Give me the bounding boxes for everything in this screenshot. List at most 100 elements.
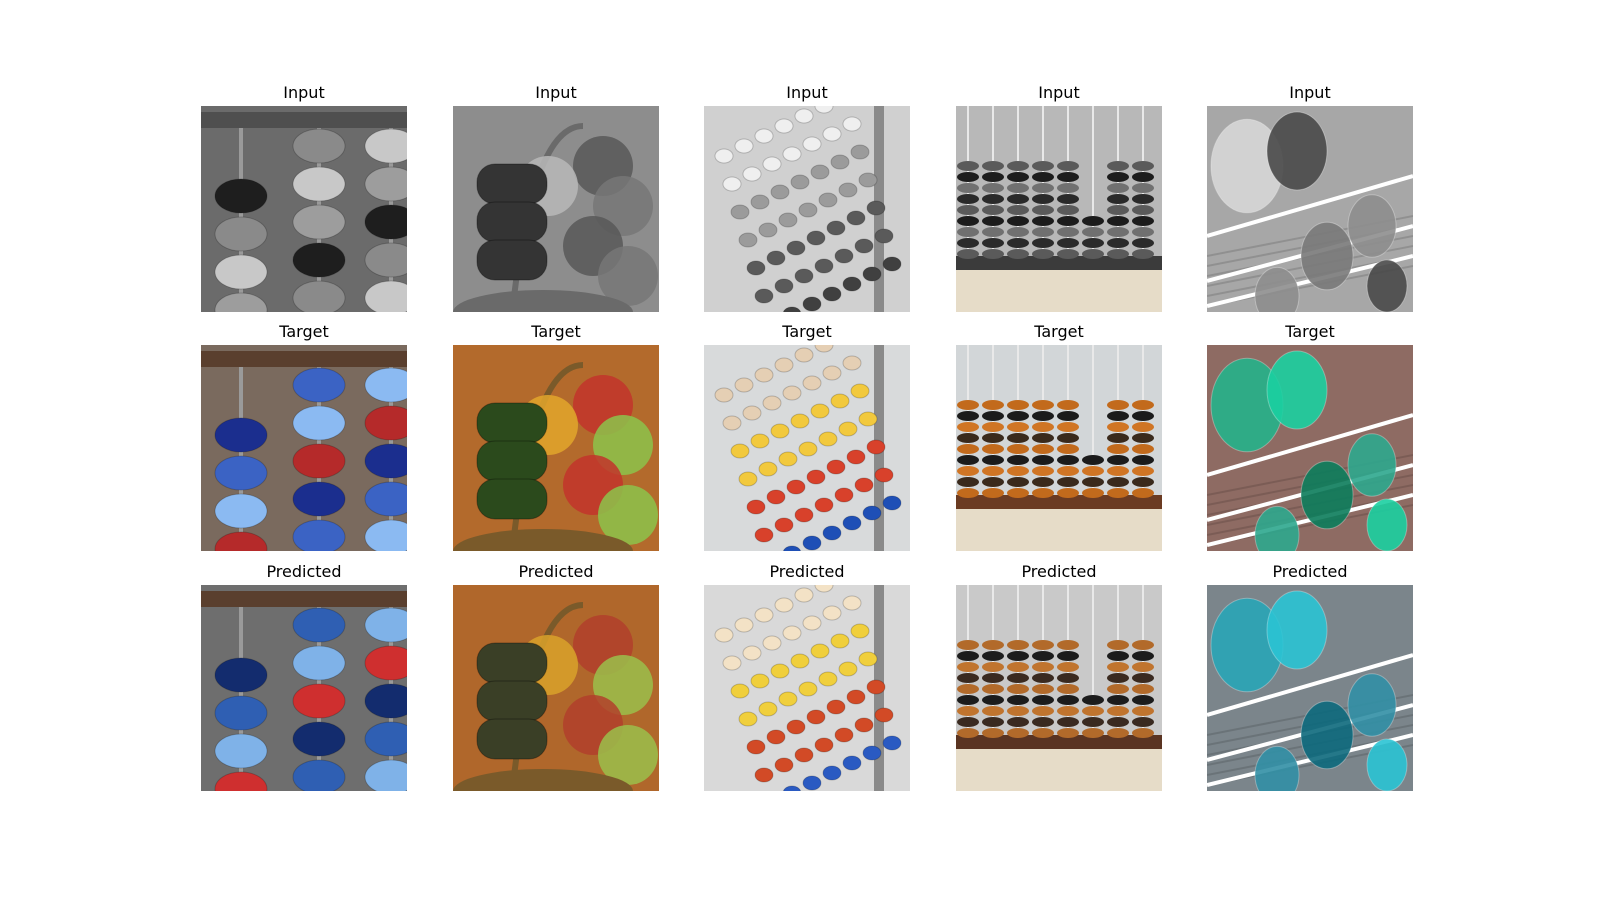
abacus-bead	[1254, 266, 1300, 312]
abacus-bead	[1032, 400, 1054, 410]
abacus-bead	[982, 227, 1004, 237]
abacus-bead	[1032, 488, 1054, 498]
abacus-bead	[957, 161, 979, 171]
abacus-bead	[364, 166, 407, 202]
abacus-bead	[814, 585, 834, 593]
abacus-bead	[214, 417, 268, 453]
abacus-bead	[292, 405, 346, 441]
abacus-bead	[842, 515, 862, 531]
abacus-rail	[201, 112, 407, 128]
abacus-bead	[882, 735, 902, 751]
abacus-bead	[1032, 172, 1054, 182]
abacus-bead	[957, 227, 979, 237]
abacus-bead	[214, 771, 268, 791]
abacus-bead	[214, 178, 268, 214]
abacus-bead	[1107, 728, 1129, 738]
abacus-bead	[982, 444, 1004, 454]
abacus-bead	[957, 183, 979, 193]
abacus-bead	[778, 212, 798, 228]
abacus-bead	[834, 727, 854, 743]
abacus-bead	[1032, 651, 1054, 661]
abacus-bead	[1057, 183, 1079, 193]
abacus-bead	[842, 755, 862, 771]
abacus-bead	[754, 288, 774, 304]
abacus-bead	[957, 684, 979, 694]
abacus-bead	[214, 733, 268, 769]
abacus-bead	[1366, 738, 1408, 791]
abacus-bead	[957, 194, 979, 204]
abacus-bead	[1032, 695, 1054, 705]
abacus-bead	[957, 488, 979, 498]
abacus-bead	[1132, 238, 1154, 248]
abacus-bead	[982, 651, 1004, 661]
input-image	[704, 106, 910, 312]
abacus-bead	[1057, 400, 1079, 410]
abacus-bead	[1007, 728, 1029, 738]
abacus-bead	[738, 711, 758, 727]
abacus-bead	[1032, 249, 1054, 259]
abacus-bead	[1007, 194, 1029, 204]
abacus-bead	[758, 701, 778, 717]
abacus-bead	[476, 402, 548, 444]
abacus-bead	[1007, 466, 1029, 476]
abacus-bead	[830, 393, 850, 409]
abacus-bead	[874, 467, 894, 483]
abacus-bead	[798, 441, 818, 457]
table-surface	[956, 745, 1162, 791]
target-image	[704, 345, 910, 551]
abacus-bead	[1057, 695, 1079, 705]
abacus-bead	[598, 725, 658, 785]
abacus-bead	[766, 250, 786, 266]
abacus-bead	[957, 172, 979, 182]
abacus-bead	[842, 276, 862, 292]
abacus-bead	[1032, 466, 1054, 476]
abacus-bead	[1107, 444, 1129, 454]
abacus-bead	[1007, 706, 1029, 716]
abacus-bead	[1057, 194, 1079, 204]
abacus-bead	[1107, 488, 1129, 498]
image-title: Target	[1285, 322, 1335, 341]
abacus-bead	[834, 248, 854, 264]
abacus-bead	[742, 405, 762, 421]
abacus-base	[956, 495, 1162, 509]
abacus-bead	[1057, 728, 1079, 738]
abacus-bead	[364, 128, 407, 164]
abacus-bead	[802, 535, 822, 551]
abacus-bead	[730, 443, 750, 459]
abacus-bead	[1266, 590, 1328, 670]
abacus-bead	[714, 627, 734, 643]
abacus-bead	[1007, 411, 1029, 421]
abacus-bead	[1132, 640, 1154, 650]
abacus-bead	[1032, 433, 1054, 443]
abacus-bead	[364, 607, 407, 643]
abacus-bead	[790, 413, 810, 429]
abacus-bead	[1057, 227, 1079, 237]
abacus-bead	[1007, 640, 1029, 650]
abacus-bead	[758, 461, 778, 477]
image-title: Target	[531, 322, 581, 341]
abacus-bead	[1007, 651, 1029, 661]
abacus-bead	[957, 422, 979, 432]
abacus-bead	[1007, 216, 1029, 226]
abacus-bead	[782, 625, 802, 641]
abacus-bead	[750, 433, 770, 449]
abacus-bead	[1132, 477, 1154, 487]
abacus-bead	[292, 683, 346, 719]
abacus-bead	[802, 775, 822, 791]
abacus-bead	[982, 706, 1004, 716]
abacus-bead	[292, 204, 346, 240]
abacus-bead	[1057, 433, 1079, 443]
image-title: Predicted	[518, 562, 594, 581]
abacus-bead	[1082, 477, 1104, 487]
abacus-bead	[1347, 433, 1397, 497]
abacus-bead	[762, 635, 782, 651]
abacus-bead	[1007, 249, 1029, 259]
abacus-bead	[1107, 662, 1129, 672]
abacus-bead	[862, 745, 882, 761]
abacus-bead	[957, 466, 979, 476]
abacus-bead	[1107, 717, 1129, 727]
abacus-bead	[1132, 172, 1154, 182]
abacus-bead	[957, 238, 979, 248]
abacus-bead	[806, 469, 826, 485]
abacus-bead	[957, 662, 979, 672]
